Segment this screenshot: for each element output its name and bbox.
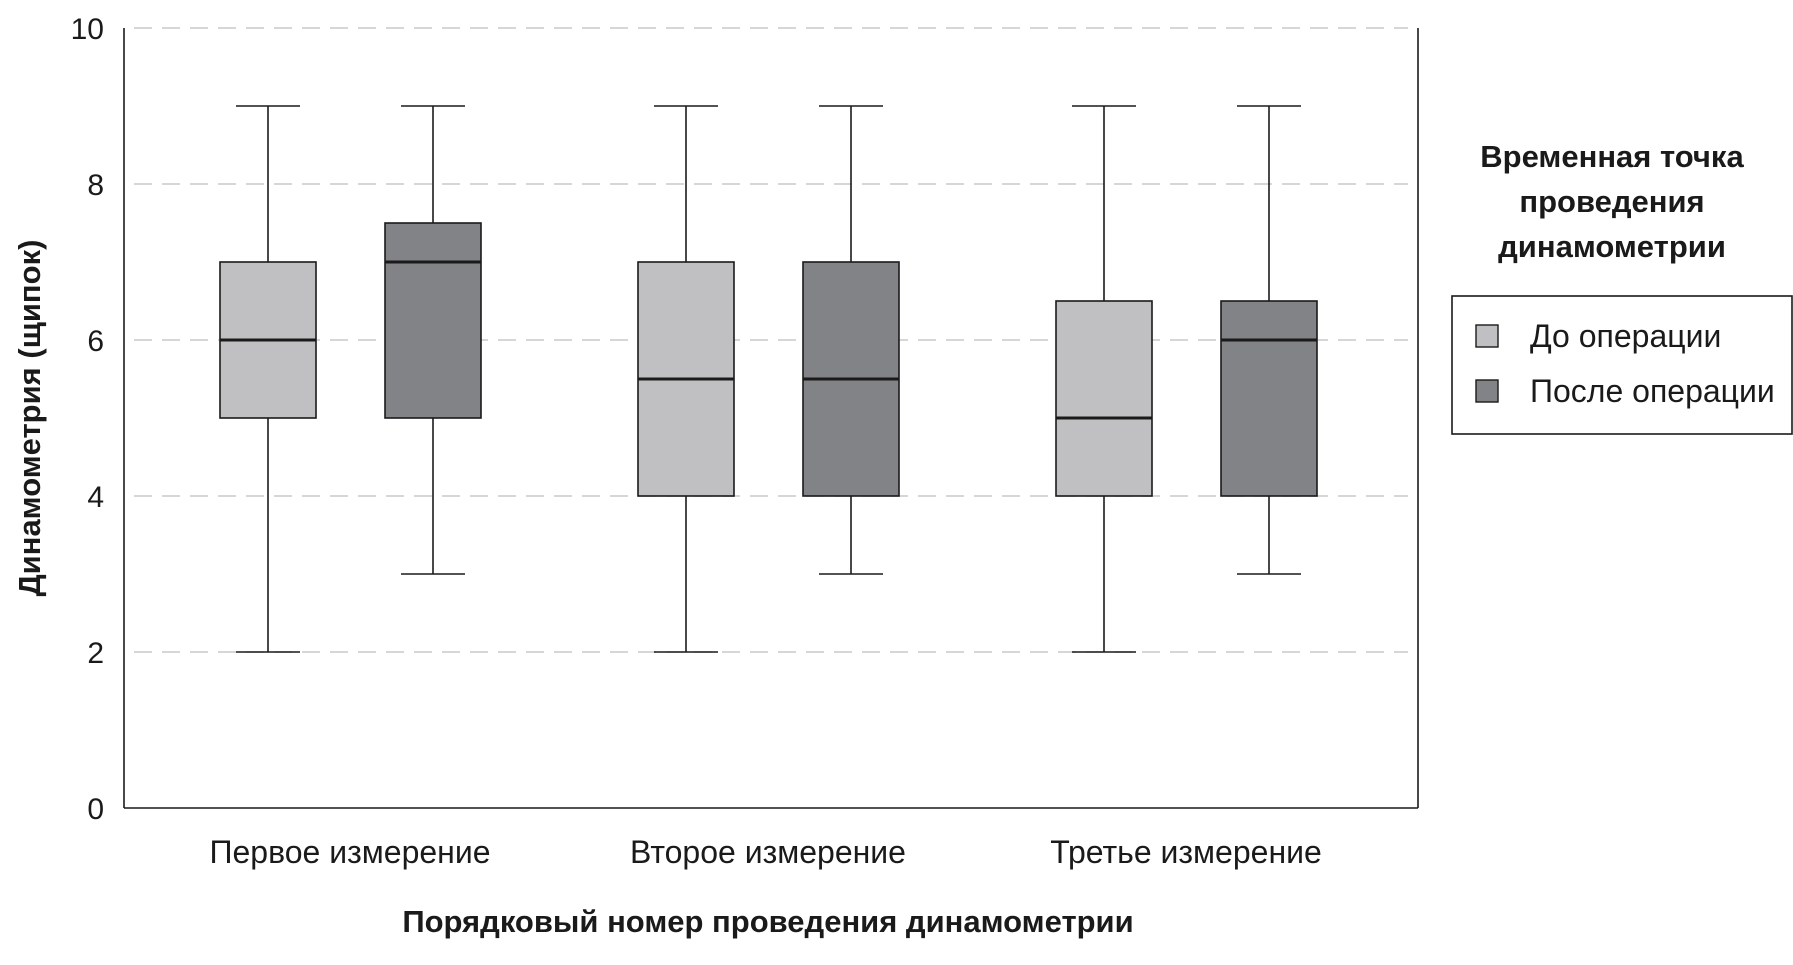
box-before-1 — [219, 105, 317, 653]
legend-title-line: Временная точка — [1480, 139, 1744, 174]
y-tick-label: 10 — [71, 13, 104, 46]
axes — [123, 28, 1419, 809]
x-category-label: Второе измерение — [630, 834, 906, 870]
legend-swatch — [1475, 379, 1499, 403]
legend-swatch — [1475, 324, 1499, 348]
grid-lines — [134, 27, 1408, 653]
legend-title-line: проведения — [1519, 184, 1704, 219]
legend: Временная точка проведения динамометрии До … — [1451, 139, 1793, 435]
box-after-3 — [1220, 105, 1318, 575]
box-after-1 — [384, 105, 482, 575]
box-after-2 — [802, 105, 900, 575]
legend-title-line: динамометрии — [1498, 229, 1726, 264]
y-tick-label: 4 — [87, 481, 104, 514]
x-category-label: Первое измерение — [210, 834, 491, 870]
box-before-2 — [637, 105, 735, 653]
axis-labels: 0 2 4 6 8 10 Первое измерение Второе измерение Т… — [12, 13, 1322, 939]
x-category-label: Третье измерение — [1050, 834, 1322, 870]
iqr-box — [384, 222, 482, 419]
legend-label: До операции — [1530, 318, 1721, 354]
y-tick-label: 0 — [87, 793, 104, 826]
x-axis-title: Порядковый номер проведения динамометрии — [402, 904, 1133, 939]
y-tick-label: 6 — [87, 325, 104, 358]
iqr-box — [1055, 300, 1153, 497]
y-axis-title: Динамометрия (щипок) — [12, 240, 47, 597]
box-plots — [219, 105, 1318, 653]
legend-box — [1451, 295, 1793, 435]
y-tick-label: 2 — [87, 637, 104, 670]
iqr-box — [1220, 300, 1318, 497]
y-tick-label: 8 — [87, 169, 104, 202]
legend-label: После операции — [1530, 373, 1775, 409]
box-before-3 — [1055, 105, 1153, 653]
